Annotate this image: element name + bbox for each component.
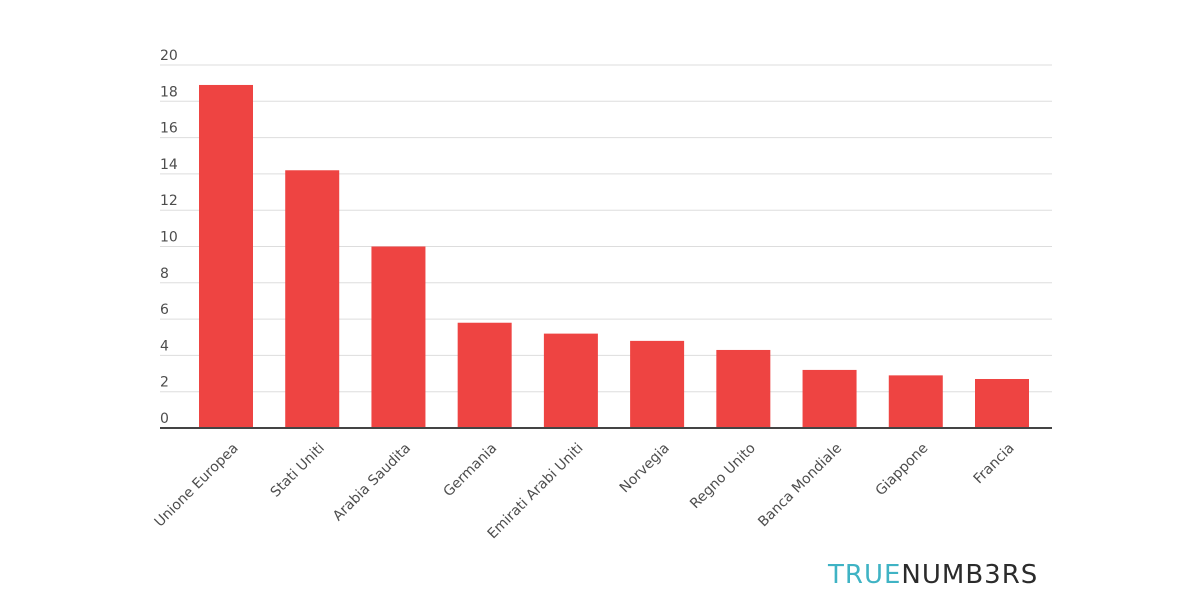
y-tick-label: 6	[160, 302, 169, 318]
x-category-label: Germania	[441, 440, 501, 500]
x-category-label: Emirati Arabi Uniti	[485, 440, 587, 542]
x-category-label: Francia	[971, 440, 1018, 487]
y-tick-label: 4	[160, 338, 169, 354]
bar	[802, 369, 857, 428]
bar	[285, 170, 340, 428]
bar	[975, 378, 1029, 428]
y-axis-tick-labels: 0 2 4 6 8 10 12 14 16 18 20	[160, 48, 178, 427]
bar	[457, 322, 512, 428]
y-tick-label: 8	[160, 266, 169, 282]
x-category-label: Unione Europea	[152, 440, 242, 530]
logo-part-true: TRUE	[828, 560, 902, 590]
brand-logo: TRUENUMB3RS	[828, 560, 1038, 590]
x-category-label: Stati Uniti	[268, 440, 328, 500]
bar	[371, 246, 426, 428]
x-category-label: Giappone	[873, 440, 932, 499]
y-tick-label: 18	[160, 84, 178, 100]
bar	[716, 349, 771, 428]
bar	[630, 340, 685, 428]
y-tick-label: 0	[160, 411, 169, 427]
x-category-label: Norvegia	[617, 440, 673, 496]
y-tick-label: 10	[160, 230, 178, 246]
y-tick-label: 16	[160, 121, 178, 137]
x-category-label: Regno Unito	[687, 440, 759, 512]
bars	[199, 84, 1029, 428]
logo-part-numbers: NUMB3RS	[901, 560, 1039, 590]
y-tick-label: 14	[160, 157, 178, 173]
y-tick-label: 20	[160, 48, 178, 64]
x-category-label: Arabia Saudita	[330, 440, 414, 524]
y-tick-label: 12	[160, 193, 178, 209]
x-axis-category-labels: Unione Europea Stati Uniti Arabia Saudita G…	[152, 440, 1018, 542]
bar	[199, 84, 253, 428]
x-category-label: Banca Mondiale	[755, 440, 845, 530]
bar	[543, 333, 598, 428]
y-tick-label: 2	[160, 375, 169, 391]
bar	[888, 375, 943, 428]
